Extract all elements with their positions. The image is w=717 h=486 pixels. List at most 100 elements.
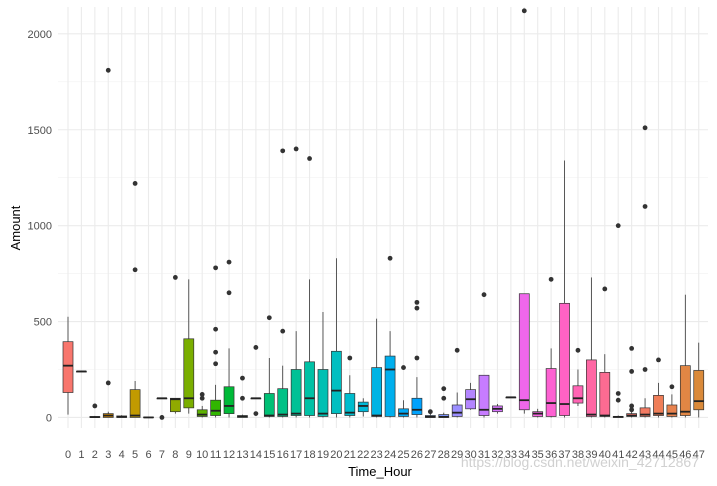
iqr-box (398, 408, 409, 417)
x-tick-label: 11 (210, 449, 221, 461)
box-40 (599, 286, 611, 418)
iqr-box (653, 395, 664, 416)
box-35 (532, 408, 544, 418)
box-5 (129, 181, 141, 418)
outlier-point (266, 315, 272, 321)
outlier-point (132, 267, 138, 273)
box-17 (290, 146, 302, 418)
box-23 (371, 318, 383, 418)
iqr-box (344, 393, 356, 416)
x-tick-label: 46 (679, 449, 691, 461)
outlier-point (615, 391, 621, 396)
iqr-box (572, 385, 584, 404)
x-tick-label: 35 (532, 449, 544, 461)
outlier-point (642, 125, 648, 131)
x-tick-label: 1 (78, 449, 84, 461)
iqr-box (331, 350, 342, 414)
x-tick-label: 15 (263, 449, 275, 461)
box-34 (518, 8, 530, 414)
box-3 (102, 67, 114, 418)
outlier-point (602, 286, 608, 292)
x-tick-label: 13 (236, 449, 248, 461)
box-20 (331, 258, 342, 418)
x-tick-label: 5 (132, 449, 138, 461)
outlier-point (213, 326, 219, 332)
iqr-box (518, 293, 530, 411)
outlier-point (427, 409, 433, 415)
box-30 (465, 382, 476, 410)
iqr-box (196, 409, 208, 417)
x-tick-label: 28 (438, 449, 450, 461)
box-37 (559, 160, 570, 418)
outlier-point (253, 411, 259, 417)
box-43 (639, 125, 651, 418)
x-tick-label: 44 (652, 449, 664, 461)
outlier-point (481, 292, 487, 298)
x-tick-label: 2 (92, 449, 98, 461)
outlier-point (92, 403, 98, 409)
y-tick-label: 2000 (28, 29, 52, 41)
x-tick-label: 7 (159, 449, 165, 461)
x-tick-label: 18 (303, 449, 315, 461)
outlier-point (240, 395, 245, 401)
y-axis-tick-labels: 0 500 1000 1500 2000 (28, 29, 52, 425)
outlier-point (615, 397, 621, 403)
outlier-point (642, 204, 648, 209)
iqr-box (304, 361, 315, 416)
box-42 (626, 346, 637, 418)
x-tick-label: 25 (397, 449, 409, 461)
x-tick-label: 36 (545, 449, 557, 461)
box-46 (679, 294, 691, 418)
box-19 (317, 311, 329, 418)
outlier-point (293, 146, 299, 152)
iqr-box (371, 367, 383, 417)
box-33 (505, 396, 517, 399)
box-6 (143, 416, 154, 419)
x-tick-label: 29 (451, 449, 463, 461)
box-24 (384, 255, 396, 418)
iqr-box (545, 368, 557, 417)
box-1 (76, 370, 87, 373)
x-axis-tick-labels: 0 1 2 3 4 5 6 7 8 9 10 11 12 13 14 15 16 17 18 19 20 21 22 23 24… (65, 449, 705, 461)
iqr-box (129, 389, 141, 418)
outlier-point (629, 369, 635, 374)
outlier-point (199, 395, 205, 401)
panel-background (58, 7, 708, 428)
box-31 (478, 292, 490, 418)
outlier-point (253, 345, 259, 350)
box-28 (438, 386, 450, 418)
box-4 (116, 415, 128, 418)
iqr-box (317, 369, 329, 417)
x-tick-label: 21 (344, 449, 356, 461)
x-tick-label: 32 (491, 449, 503, 461)
outlier-point (414, 299, 420, 305)
outlier-point (213, 265, 219, 271)
x-tick-label: 43 (639, 449, 651, 461)
x-tick-label: 23 (371, 449, 383, 461)
box-29 (451, 347, 463, 418)
outlier-point (669, 384, 675, 390)
x-tick-label: 45 (666, 449, 678, 461)
x-tick-label: 40 (599, 449, 611, 461)
box-41 (612, 223, 624, 418)
outlier-point (441, 395, 447, 401)
outlier-point (414, 355, 420, 361)
iqr-box (599, 372, 611, 417)
iqr-box (290, 369, 302, 416)
iqr-box (277, 388, 289, 417)
x-tick-label: 39 (585, 449, 597, 461)
outlier-point (132, 181, 138, 186)
outlier-point (387, 255, 393, 261)
x-tick-label: 24 (384, 449, 396, 461)
box-9 (183, 279, 195, 414)
box-22 (357, 398, 369, 417)
box-0 (62, 316, 74, 415)
iqr-box (586, 359, 597, 417)
iqr-box (357, 401, 369, 413)
x-tick-label: 41 (612, 449, 624, 461)
iqr-box (639, 407, 651, 417)
y-tick-label: 0 (46, 412, 52, 424)
outlier-point (240, 375, 245, 381)
iqr-box (451, 404, 463, 417)
outlier-point (629, 403, 635, 409)
